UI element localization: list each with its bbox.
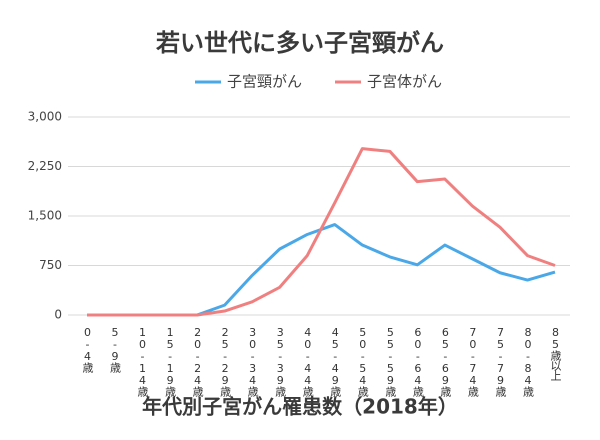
x-axis-label: 年代別子宮がん罹患数（2018年） <box>142 395 458 419</box>
x-tick-label: 65-69歳 <box>438 326 452 396</box>
x-tick-label: 15-19歳 <box>163 326 177 396</box>
x-tick-label: 85歳以上 <box>549 326 562 380</box>
x-tick-label: 20-24歳 <box>191 326 205 396</box>
y-tick-label: 750 <box>39 258 62 272</box>
x-tick-label: 55-59歳 <box>383 326 397 396</box>
x-tick-label: 0-4歳 <box>81 326 94 372</box>
x-tick-label: 70-74歳 <box>466 326 480 396</box>
x-tick-label: 80-84歳 <box>521 326 535 396</box>
x-tick-label: 40-44歳 <box>301 326 315 396</box>
x-tick-label: 50-54歳 <box>356 326 370 396</box>
y-tick-label: 3,000 <box>28 110 62 124</box>
x-tick-label: 10-14歳 <box>136 326 150 396</box>
chart-title: 若い世代に多い子宮頸がん <box>155 29 444 57</box>
x-tick-label: 5-9歳 <box>108 326 122 372</box>
x-tick-label: 35-39歳 <box>273 326 287 396</box>
legend-label: 子宮体がん <box>367 73 442 91</box>
x-tick-label: 60-64歳 <box>411 326 425 396</box>
y-tick-label: 0 <box>54 308 62 322</box>
series-line <box>87 147 556 317</box>
x-tick-label: 75-79歳 <box>493 326 507 396</box>
y-tick-label: 1,500 <box>28 209 62 223</box>
series-line <box>87 223 556 317</box>
x-tick-label: 30-34歳 <box>246 326 260 396</box>
legend-label: 子宮頸がん <box>227 73 302 91</box>
x-tick-label: 45-49歳 <box>328 326 342 396</box>
y-tick-label: 2,250 <box>28 159 62 173</box>
x-tick-label: 25-29歳 <box>218 326 232 396</box>
